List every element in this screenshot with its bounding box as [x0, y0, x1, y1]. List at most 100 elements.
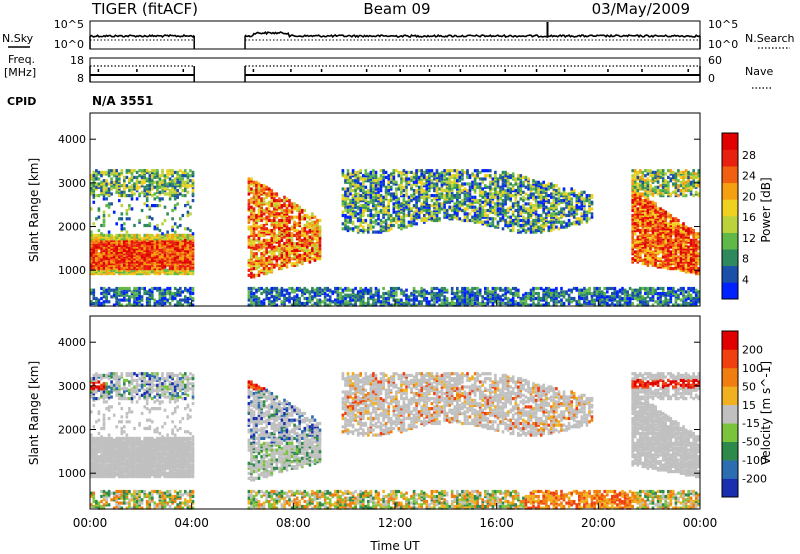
power-cell — [560, 300, 563, 304]
power-cell — [283, 215, 286, 219]
power-cell — [273, 194, 276, 198]
power-cell — [270, 192, 274, 196]
power-cell — [351, 293, 355, 297]
power-cell — [341, 222, 345, 226]
power-cell — [303, 286, 307, 291]
power-cell — [181, 257, 185, 261]
power-cell — [105, 272, 108, 276]
power-cell — [293, 205, 296, 209]
power-cell — [163, 242, 167, 246]
power-cell — [250, 187, 253, 191]
power-cell — [148, 192, 152, 196]
power-cell — [280, 253, 284, 257]
power-cell — [316, 286, 319, 291]
power-cell — [280, 218, 284, 223]
power-cell — [173, 207, 177, 211]
power-cell — [420, 202, 423, 206]
power-cell — [168, 272, 172, 276]
power-cell — [148, 190, 152, 194]
cpid-change-dot — [504, 69, 506, 72]
power-cell — [463, 192, 467, 196]
power-cell — [135, 243, 139, 247]
power-cell — [158, 245, 162, 249]
power-cell — [504, 212, 507, 216]
power-cell — [125, 170, 129, 174]
power-cell — [130, 242, 134, 246]
power-cell — [102, 197, 106, 201]
power-cell — [468, 293, 472, 297]
power-cell — [542, 227, 545, 231]
power-cell — [397, 205, 401, 209]
power-cell — [255, 247, 258, 251]
power-cell — [275, 220, 279, 224]
power-cell — [499, 204, 502, 208]
power-cell — [92, 258, 96, 262]
power-cell — [494, 202, 497, 206]
power-cell — [517, 190, 520, 194]
power-cell — [120, 286, 124, 291]
power-cell — [456, 194, 459, 198]
power-cell — [298, 215, 301, 219]
power-cell — [545, 300, 548, 304]
power-cell — [537, 205, 540, 209]
power-cell — [128, 185, 131, 189]
power-cell — [456, 200, 459, 204]
power-cell — [491, 195, 495, 199]
power-cell — [339, 291, 342, 296]
power-cell — [486, 200, 490, 204]
power-cell — [359, 187, 362, 191]
power-cell — [260, 225, 263, 229]
power-cell — [557, 212, 561, 216]
power-cell — [443, 189, 446, 193]
power-cell — [168, 255, 172, 259]
power-cell — [356, 174, 360, 178]
power-cell — [438, 290, 441, 294]
power-cell — [278, 225, 281, 229]
power-cell — [176, 243, 179, 247]
power-cell — [308, 257, 312, 261]
power-cell — [423, 184, 426, 188]
power-cell — [423, 200, 426, 204]
power-cell — [90, 230, 93, 234]
power-cell — [90, 175, 93, 179]
power-cell — [519, 225, 523, 229]
power-cell — [328, 303, 332, 307]
power-cell — [265, 220, 268, 224]
power-cell — [478, 290, 482, 294]
power-cell — [115, 288, 118, 292]
power-cell — [260, 230, 263, 234]
power-cell — [501, 204, 505, 208]
power-cell — [382, 301, 385, 306]
power-cell — [364, 172, 368, 176]
power-cell — [293, 233, 296, 237]
power-cell — [143, 245, 146, 249]
power-cell — [438, 204, 441, 208]
power-cell — [140, 247, 144, 251]
power-cell — [110, 235, 113, 239]
power-cell — [382, 184, 385, 188]
power-cell — [443, 197, 446, 201]
power-cell — [349, 179, 352, 183]
power-cell — [252, 192, 256, 196]
power-cell — [407, 295, 411, 299]
power-cell — [125, 233, 129, 237]
power-cell — [143, 194, 146, 198]
power-cell — [537, 286, 540, 291]
power-cell — [318, 252, 322, 256]
power-cell — [362, 204, 365, 208]
power-cell — [506, 194, 510, 198]
power-cell — [156, 300, 159, 304]
power-cell — [402, 215, 406, 219]
power-cell — [428, 182, 431, 186]
power-cell — [468, 199, 472, 203]
power-cell — [301, 243, 304, 247]
power-cell — [428, 210, 431, 214]
power-cell — [440, 184, 444, 188]
power-cell — [550, 207, 553, 211]
power-cell — [123, 243, 126, 247]
power-cell — [181, 194, 185, 198]
power-cell — [466, 290, 469, 294]
power-cell — [379, 301, 383, 306]
power-cell — [567, 210, 571, 214]
power-cell — [112, 170, 116, 174]
